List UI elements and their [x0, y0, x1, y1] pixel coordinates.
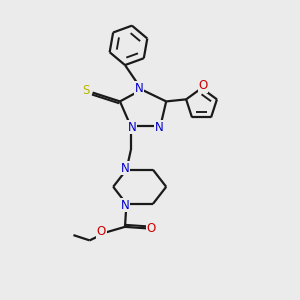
- Text: O: O: [198, 79, 208, 92]
- Text: N: N: [121, 162, 129, 175]
- Text: S: S: [82, 84, 90, 97]
- Text: O: O: [147, 222, 156, 235]
- Text: O: O: [97, 225, 106, 238]
- Text: N: N: [154, 121, 163, 134]
- Text: N: N: [121, 199, 129, 212]
- Text: N: N: [128, 121, 137, 134]
- Text: N: N: [134, 82, 143, 95]
